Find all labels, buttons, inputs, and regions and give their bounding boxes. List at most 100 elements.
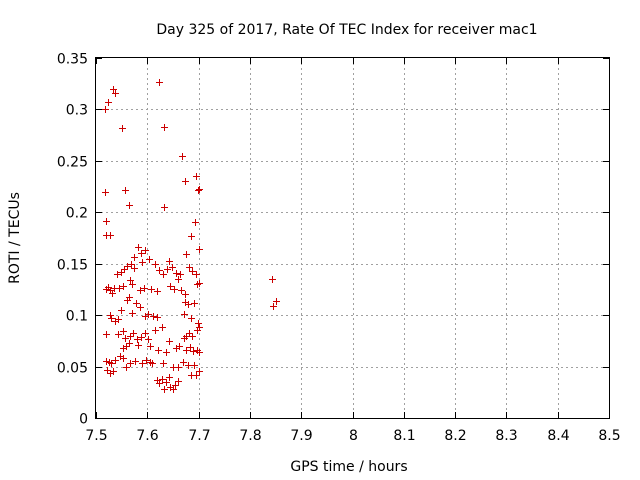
data-point — [177, 271, 184, 278]
data-point — [135, 244, 142, 251]
data-point — [122, 187, 129, 194]
y-tick-label: 0.05 — [57, 361, 88, 377]
data-point — [167, 283, 174, 290]
data-point — [138, 334, 145, 341]
data-point — [179, 153, 186, 160]
data-point — [190, 348, 197, 355]
data-point — [105, 99, 112, 106]
data-point — [110, 368, 117, 375]
data-point — [189, 333, 196, 340]
y-tick-label: 0.35 — [57, 52, 88, 68]
data-point — [182, 178, 189, 185]
data-point — [137, 287, 144, 294]
y-tick-label: 0.3 — [66, 103, 88, 119]
data-point — [102, 189, 109, 196]
data-point — [123, 364, 130, 371]
data-point — [146, 256, 153, 263]
data-point — [166, 338, 173, 345]
data-point — [133, 300, 140, 307]
data-point — [121, 266, 128, 273]
data-point — [170, 386, 177, 393]
data-point — [110, 86, 117, 93]
grid-lines — [96, 58, 609, 418]
data-point — [161, 386, 168, 393]
data-point — [163, 349, 170, 356]
data-point — [128, 261, 135, 268]
y-tick-label: 0.1 — [66, 309, 88, 325]
data-point — [124, 263, 131, 270]
data-point — [166, 258, 173, 265]
data-point — [269, 276, 276, 283]
data-point — [188, 315, 195, 322]
data-point — [147, 343, 154, 350]
data-point — [129, 310, 136, 317]
data-point — [186, 330, 193, 337]
data-point — [155, 347, 162, 354]
data-point — [195, 320, 202, 327]
data-point — [185, 362, 192, 369]
data-point — [183, 251, 190, 258]
x-tick-label: 7.8 — [239, 428, 261, 444]
data-point — [141, 285, 148, 292]
data-point — [107, 312, 114, 319]
data-point — [159, 376, 166, 383]
x-tick-label: 7.5 — [85, 428, 107, 444]
chart-title: Day 325 of 2017, Rate Of TEC Index for r… — [156, 22, 537, 38]
data-point — [129, 281, 136, 288]
data-point — [152, 327, 159, 334]
data-point — [270, 303, 277, 310]
data-point — [178, 287, 185, 294]
data-point — [188, 372, 195, 379]
data-points — [102, 79, 280, 393]
y-axis-label: ROTI / TECUs — [7, 192, 23, 284]
data-point — [186, 264, 193, 271]
data-point — [193, 173, 200, 180]
data-point — [164, 266, 171, 273]
data-point — [192, 219, 199, 226]
data-point — [176, 343, 183, 350]
data-point — [196, 324, 203, 331]
data-point — [193, 271, 200, 278]
data-point — [107, 232, 114, 239]
data-point — [150, 313, 157, 320]
data-point — [135, 342, 142, 349]
data-point — [196, 349, 203, 356]
data-point — [123, 343, 130, 350]
plot-frame — [95, 57, 610, 419]
y-tick-label: 0.15 — [57, 258, 88, 274]
data-point — [131, 254, 138, 261]
x-tick-label: 8 — [349, 428, 358, 444]
x-tick-label: 8.4 — [547, 428, 569, 444]
data-point — [112, 90, 119, 97]
data-point — [152, 261, 159, 268]
x-axis: 7.5 7.6 7.7 7.8 7.9 8 8.1 8.2 8.3 8.4 8.5 — [85, 58, 621, 444]
data-point — [143, 357, 150, 364]
data-point — [108, 315, 115, 322]
data-point — [161, 124, 168, 131]
data-point — [139, 259, 146, 266]
data-point — [175, 276, 182, 283]
data-point — [116, 285, 123, 292]
data-point — [120, 283, 127, 290]
data-point — [142, 330, 149, 337]
data-point — [183, 347, 190, 354]
data-point — [169, 264, 176, 271]
x-tick-label: 7.6 — [136, 428, 158, 444]
x-tick-label: 7.7 — [188, 428, 210, 444]
data-point — [180, 359, 187, 366]
data-point — [149, 360, 156, 367]
data-point — [196, 368, 203, 375]
data-point — [120, 328, 127, 335]
data-point — [191, 300, 198, 307]
data-point — [156, 79, 163, 86]
data-point — [175, 364, 182, 371]
data-point — [172, 382, 179, 389]
data-point — [166, 374, 173, 381]
data-point — [122, 335, 129, 342]
data-point — [108, 360, 115, 367]
data-point — [156, 267, 163, 274]
y-tick-label: 0.2 — [66, 206, 88, 222]
data-point — [148, 286, 155, 293]
data-point — [273, 298, 280, 305]
data-point — [127, 277, 134, 284]
